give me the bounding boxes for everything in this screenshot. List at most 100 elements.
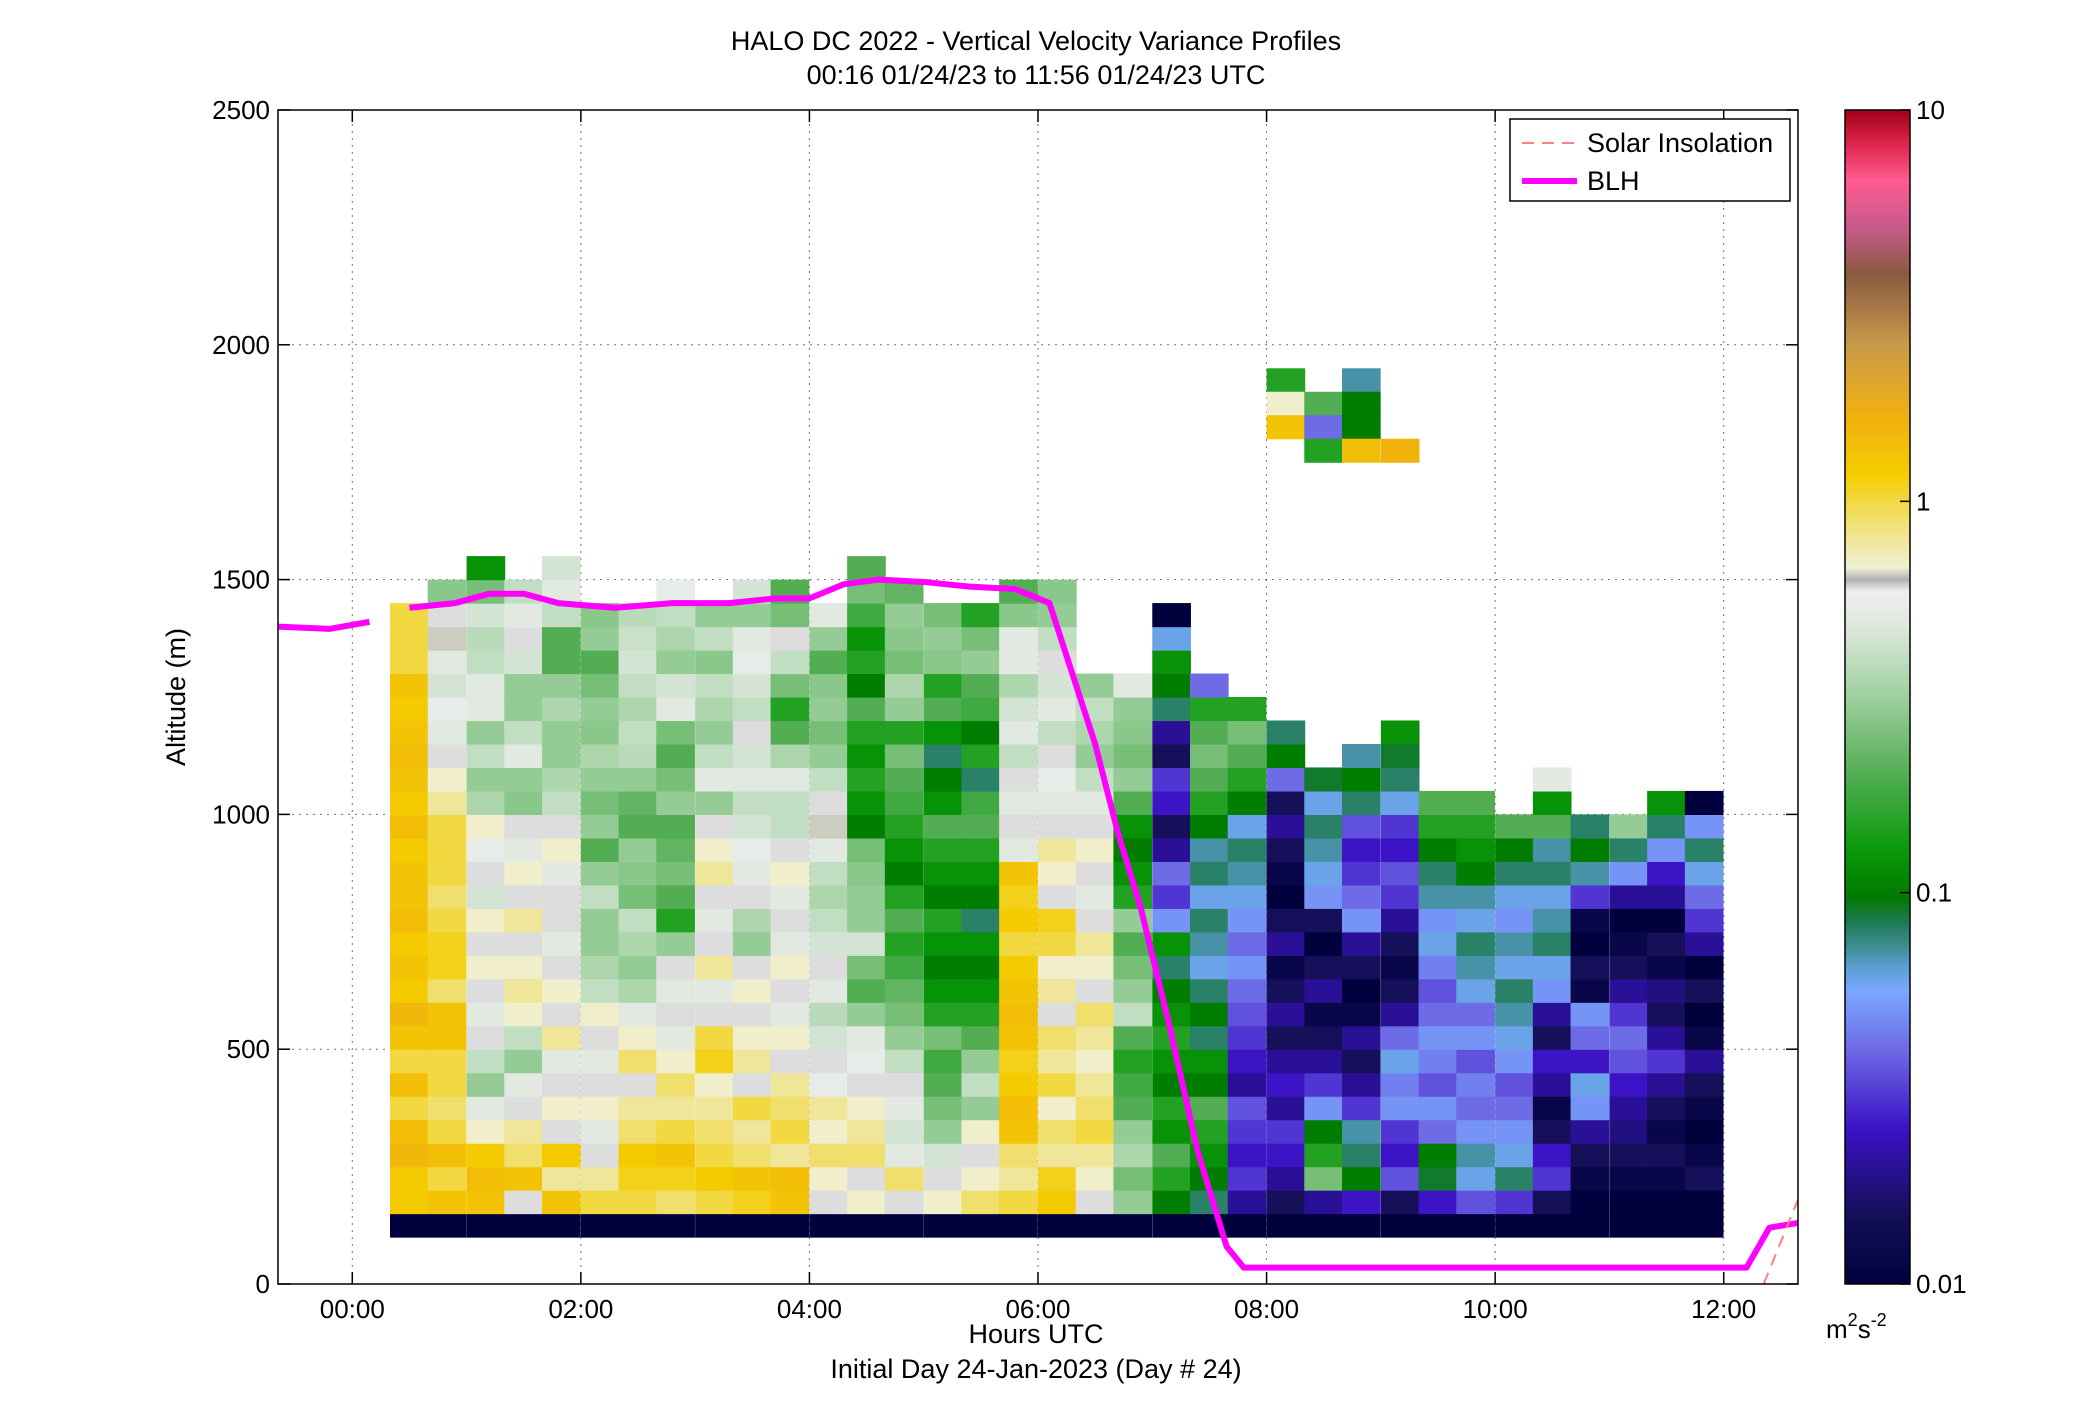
heatmap-cell [999, 1119, 1038, 1144]
heatmap-cell [390, 978, 429, 1003]
heatmap-cell [504, 1166, 543, 1191]
heatmap-cell [656, 673, 695, 698]
heatmap-cell [770, 814, 810, 839]
heatmap-cell [884, 837, 924, 862]
x-tick-label: 12:00 [1691, 1294, 1756, 1324]
heatmap-cell [1418, 837, 1458, 862]
heatmap-cell [618, 650, 658, 675]
heatmap-cell [390, 1025, 429, 1050]
heatmap-cell [1038, 1072, 1077, 1097]
heatmap-cell [1609, 908, 1649, 933]
heatmap-cell [656, 814, 695, 839]
heatmap-cell [732, 1190, 772, 1215]
heatmap-cell [1113, 978, 1153, 1003]
heatmap-cell [1304, 1049, 1343, 1074]
heatmap-cell [695, 1025, 734, 1050]
heatmap-cell [1495, 978, 1534, 1003]
heatmap-cell [695, 908, 734, 933]
heatmap-cell [732, 720, 772, 745]
heatmap-cell [580, 955, 620, 980]
heatmap-cell [618, 1002, 658, 1027]
heatmap-cell [390, 1213, 429, 1238]
heatmap-cell [1152, 626, 1191, 651]
heatmap-cell [1227, 1119, 1267, 1144]
heatmap-cell [1227, 1143, 1267, 1168]
heatmap-cell [732, 650, 772, 675]
heatmap-cell [1609, 1002, 1649, 1027]
heatmap-cell [1038, 1002, 1077, 1027]
heatmap-cell [1684, 908, 1724, 933]
heatmap-cell [923, 743, 963, 769]
heatmap-cell [466, 603, 506, 628]
heatmap-cell [542, 650, 581, 675]
heatmap-cell [656, 908, 695, 933]
heatmap-cell [770, 1049, 810, 1074]
heatmap-cell [427, 650, 467, 675]
heatmap-cell [1190, 790, 1229, 815]
heatmap-cell [1190, 1072, 1229, 1097]
heatmap-cell [1532, 767, 1572, 792]
heatmap-cell [809, 1072, 849, 1097]
heatmap-cell [656, 743, 695, 769]
heatmap-cell [618, 931, 658, 956]
heatmap-cell [1038, 814, 1077, 839]
heatmap-cell [770, 1166, 810, 1191]
heatmap-cell [427, 1143, 467, 1168]
heatmap-cell [390, 673, 429, 698]
colorbar-unit-sup: 2 [1848, 1310, 1858, 1330]
heatmap-cell [999, 697, 1038, 722]
heatmap-cell [580, 1143, 620, 1168]
heatmap-cell [923, 767, 963, 792]
heatmap-cell [923, 697, 963, 722]
heatmap-cell [732, 861, 772, 886]
heatmap-cell [1038, 837, 1077, 862]
heatmap-cell [1075, 955, 1115, 980]
heatmap-cell [1190, 720, 1229, 745]
heatmap-cell [1418, 978, 1458, 1003]
heatmap-cell [961, 814, 1001, 839]
heatmap-cell [1380, 884, 1420, 909]
heatmap-cell [1038, 697, 1077, 722]
heatmap-cell [732, 626, 772, 651]
heatmap-cell [542, 1049, 581, 1074]
heatmap-cell [809, 767, 849, 792]
heatmap-cell [1266, 743, 1306, 769]
heatmap-cell [390, 861, 429, 886]
heatmap-cell [961, 1166, 1001, 1191]
heatmap-cell [732, 1143, 772, 1168]
heatmap-cell [961, 837, 1001, 862]
heatmap-cell [1456, 790, 1495, 815]
heatmap-cell [847, 603, 886, 628]
heatmap-cell [884, 1190, 924, 1215]
heatmap-cell [1495, 955, 1534, 980]
heatmap-cell [770, 884, 810, 909]
heatmap-cell [923, 978, 963, 1003]
heatmap-cell [1570, 908, 1610, 933]
heatmap-cell [961, 1049, 1001, 1074]
heatmap-cell [466, 908, 506, 933]
colorbar-tick-label: 0.1 [1916, 878, 1952, 908]
heatmap-cell [1380, 1096, 1420, 1121]
heatmap-cell [1190, 978, 1229, 1003]
x-tick-label: 02:00 [548, 1294, 613, 1324]
blh-line [278, 618, 370, 632]
heatmap-cell [618, 1119, 658, 1144]
heatmap-cell [770, 955, 810, 980]
heatmap-cell [618, 626, 658, 651]
heatmap-cell [1647, 1166, 1686, 1191]
heatmap-cell [1190, 814, 1229, 839]
heatmap-cell [695, 1096, 734, 1121]
heatmap-cell [1227, 931, 1267, 956]
heatmap-cell [1380, 814, 1420, 839]
heatmap-cell [580, 908, 620, 933]
heatmap-cell [466, 1002, 506, 1027]
heatmap-cell [1304, 931, 1343, 956]
heatmap-cell [847, 767, 886, 792]
heatmap-cell [656, 1143, 695, 1168]
heatmap-cell [390, 1072, 429, 1097]
heatmap-cell [1227, 720, 1267, 745]
blh-line [409, 576, 1798, 1271]
heatmap-cell [961, 603, 1001, 628]
heatmap-cell [466, 767, 506, 792]
heatmap-cell [1609, 1072, 1649, 1097]
